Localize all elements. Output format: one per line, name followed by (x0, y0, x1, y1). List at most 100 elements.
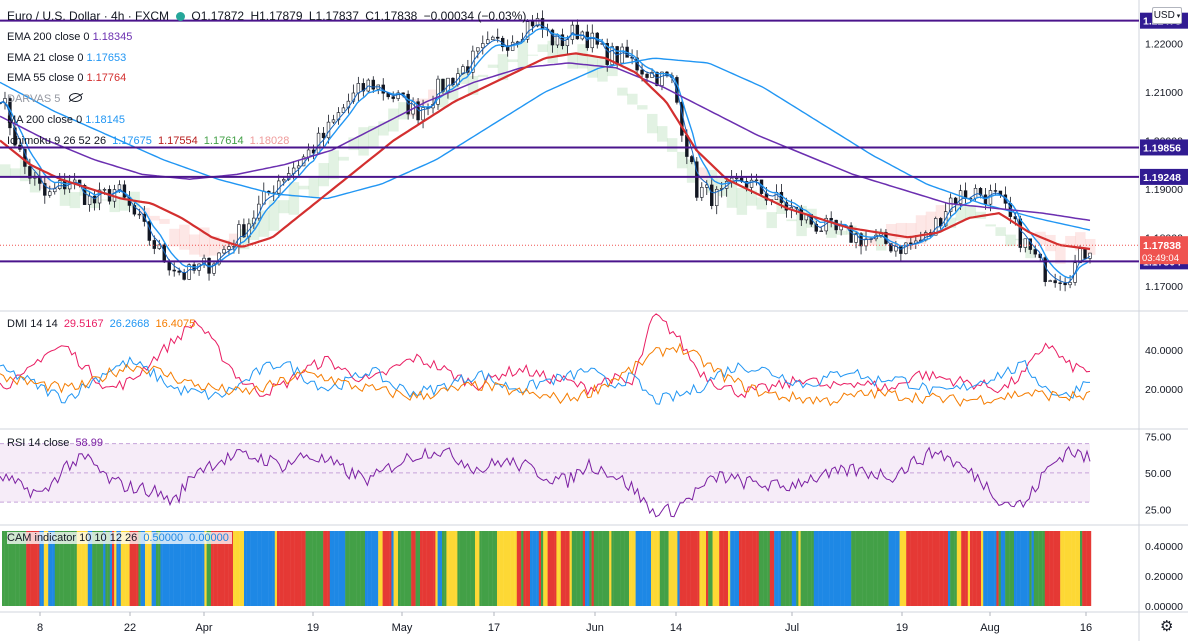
cam-bar (116, 531, 119, 606)
cam-bar (39, 531, 42, 606)
cam-bar (292, 531, 295, 606)
candle-body (242, 224, 246, 238)
cam-bar (420, 531, 423, 606)
symbol-title[interactable]: Euro / U.S. Dollar · 4h · FXCM (7, 9, 170, 23)
cam-bar (1055, 531, 1059, 606)
cam-value-1: 0.50000 (143, 532, 184, 544)
ichimoku-lead-b: 1.18028 (249, 135, 290, 147)
cam-bar (109, 531, 113, 606)
cam-bar (989, 531, 993, 606)
cam-bar (992, 531, 995, 606)
cam-bar (580, 531, 583, 606)
dmi-plus-value: 29.5167 (63, 318, 104, 330)
cam-bar (637, 531, 641, 606)
cloud-segment (378, 121, 389, 136)
cam-bar (547, 531, 550, 606)
candle-body (1053, 280, 1057, 284)
cam-bar (358, 531, 361, 606)
cam-bar (1038, 531, 1041, 606)
candle-body (92, 195, 97, 204)
gear-icon[interactable]: ⚙ (1160, 618, 1174, 635)
cam-bar (899, 531, 902, 606)
cam-bar (1086, 531, 1089, 606)
cam-bar (208, 531, 212, 606)
candle-body (1048, 280, 1052, 282)
cam-bar (404, 531, 407, 606)
ichimoku-base: 1.17554 (157, 135, 198, 147)
cam-bar (541, 531, 544, 606)
candle-body (341, 107, 346, 113)
ichimoku-legend[interactable]: Ichimoku 9 26 52 26 1.17675 1.17554 1.17… (7, 135, 292, 147)
cam-bar (928, 531, 931, 606)
darvas-label: DARVAS 5 (7, 93, 61, 105)
cloud-segment (318, 163, 329, 187)
cam-bar (763, 531, 766, 606)
ema200-legend[interactable]: EMA 200 close 0 1.18345 (7, 31, 135, 43)
level-price-label: 1.19856 (1143, 142, 1181, 154)
candle-body (973, 188, 978, 199)
cloud-segment (985, 224, 996, 227)
cloud-segment (218, 239, 230, 250)
currency-selector[interactable]: USD ▾ (1152, 7, 1182, 24)
cam-bar (173, 531, 176, 606)
ema21-legend[interactable]: EMA 21 close 0 1.17653 (7, 52, 129, 64)
cam-bar (978, 531, 982, 606)
cam-bar (455, 531, 458, 606)
candle-body (102, 189, 107, 191)
cam-bar (948, 531, 951, 606)
cam-bar (373, 531, 377, 606)
candle-body (1083, 248, 1087, 259)
cam-bar (582, 531, 586, 606)
candle-body (212, 263, 216, 274)
cloud-segment (756, 197, 767, 210)
cam-bar (822, 531, 825, 606)
cam-legend[interactable]: CAM indicator 10 10 12 26 0.50000 0.0000… (7, 532, 232, 544)
cam-bar (17, 531, 20, 606)
candle-body (814, 223, 818, 232)
ema55-legend[interactable]: EMA 55 close 0 1.17764 (7, 72, 129, 84)
cam-bar (844, 531, 847, 606)
cloud-segment (955, 204, 967, 221)
candle-body (715, 189, 719, 206)
candle-body (505, 46, 510, 51)
cam-bar (134, 531, 137, 606)
cloud-segment (278, 200, 290, 214)
cam-bar (59, 531, 62, 606)
candle-body (530, 21, 535, 27)
cam-bar (864, 531, 867, 606)
cam-bar (791, 531, 795, 606)
cam-bar (835, 531, 839, 606)
cam-bar (1022, 531, 1026, 606)
cam-bar (411, 531, 414, 606)
eye-hidden-icon[interactable] (69, 93, 84, 102)
cloud-segment (209, 236, 220, 256)
rsi-legend[interactable]: RSI 14 close 58.99 (7, 437, 106, 449)
cam-bar (798, 531, 801, 606)
cloud-segment (477, 74, 489, 78)
cloud-segment (447, 84, 459, 100)
cam-bar (318, 531, 322, 606)
candle-body (983, 194, 988, 205)
cam-bar (171, 531, 174, 606)
cam-bar (611, 531, 614, 606)
ma200-legend[interactable]: MA 200 close 0 1.18145 (7, 114, 128, 126)
cam-bar (101, 531, 104, 606)
cam-bar (591, 531, 594, 606)
candle-body (1088, 252, 1092, 259)
cam-bar (1036, 531, 1039, 606)
cam-bar (530, 531, 533, 606)
cam-bar (728, 531, 731, 606)
darvas-legend[interactable]: DARVAS 5 (7, 93, 85, 105)
cam-bar (769, 531, 773, 606)
cam-bar (1011, 531, 1015, 606)
dmi-legend[interactable]: DMI 14 14 29.5167 26.2668 16.4075 (7, 318, 198, 330)
dmi-tick-label: 20.0000 (1145, 384, 1183, 396)
candle-body (565, 39, 570, 47)
candle-body (281, 179, 286, 182)
cam-bar (327, 531, 330, 606)
cam-bar (829, 531, 832, 606)
cloud-segment (895, 222, 907, 240)
cam-bar (670, 531, 674, 606)
cam-bar (389, 531, 392, 606)
